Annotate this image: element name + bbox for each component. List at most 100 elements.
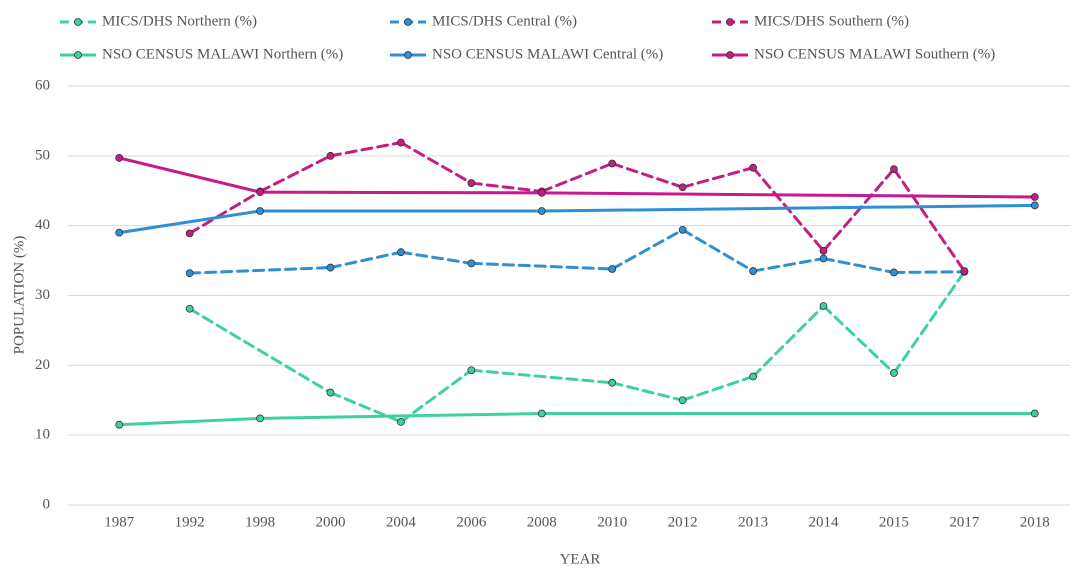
legend-marker xyxy=(74,18,82,26)
series-segment xyxy=(610,162,685,189)
data-point xyxy=(115,154,124,162)
series-segment xyxy=(751,304,825,379)
data-point xyxy=(678,225,687,234)
y-axis-label: POPULATION (%) xyxy=(11,236,27,355)
series-segment xyxy=(399,368,473,424)
x-tick-label: 2000 xyxy=(316,514,346,530)
data-point xyxy=(1030,193,1039,201)
series-segment xyxy=(892,167,966,273)
data-point xyxy=(890,369,898,377)
series-segment xyxy=(610,381,685,402)
data-point xyxy=(1030,409,1039,418)
legend-marker xyxy=(726,51,734,59)
data-point xyxy=(467,259,476,268)
data-point xyxy=(467,366,476,375)
x-axis-label: YEAR xyxy=(560,551,601,567)
series-segment xyxy=(258,412,544,420)
x-tick-label: 1998 xyxy=(245,514,275,530)
data-point xyxy=(749,267,757,275)
y-tick-label: 0 xyxy=(43,496,51,512)
series-segment xyxy=(610,228,685,271)
series-segment xyxy=(681,166,755,189)
x-tick-label: 1987 xyxy=(104,514,135,530)
series-segment xyxy=(822,167,896,253)
data-point xyxy=(467,179,476,187)
series-segment xyxy=(188,266,332,275)
data-point xyxy=(608,159,617,168)
x-tick-label: 2017 xyxy=(949,514,980,530)
series-segment xyxy=(892,270,966,274)
legend-marker xyxy=(726,18,734,26)
data-point xyxy=(890,268,898,277)
data-point xyxy=(326,388,335,397)
series-segment xyxy=(399,250,473,265)
x-tick-label: 2008 xyxy=(527,514,557,530)
data-point xyxy=(326,151,335,160)
data-point xyxy=(256,207,264,215)
x-tick-label: 2018 xyxy=(1020,514,1050,530)
series-segment xyxy=(117,156,262,194)
x-tick-label: 2006 xyxy=(456,514,487,530)
data-point xyxy=(537,409,546,418)
data-point xyxy=(397,138,405,147)
series-segment xyxy=(540,191,1037,199)
data-point xyxy=(256,188,264,197)
y-tick-label: 10 xyxy=(35,427,50,443)
data-point xyxy=(819,246,828,255)
y-tick-label: 50 xyxy=(35,147,50,163)
series-segment xyxy=(892,270,966,375)
data-point xyxy=(890,165,898,174)
legend-marker xyxy=(404,18,412,26)
data-point xyxy=(115,420,124,429)
data-point xyxy=(537,188,546,197)
x-tick-label: 2013 xyxy=(738,514,768,530)
legend-label: NSO CENSUS MALAWI Southern (%) xyxy=(754,46,995,62)
data-point xyxy=(819,302,828,310)
x-tick-label: 2012 xyxy=(668,514,698,530)
series-segment xyxy=(469,181,544,193)
data-point xyxy=(185,229,194,238)
series-segment xyxy=(822,304,896,375)
data-point xyxy=(819,254,828,263)
legend-label: MICS/DHS Central (%) xyxy=(432,13,577,29)
series-segment xyxy=(540,162,614,193)
x-tick-label: 2015 xyxy=(879,514,909,530)
data-point xyxy=(326,263,335,272)
series-segment xyxy=(329,141,403,158)
data-point xyxy=(678,396,687,405)
series-segment xyxy=(751,256,825,273)
data-point xyxy=(397,248,405,257)
series-segment xyxy=(258,190,544,195)
y-tick-label: 30 xyxy=(35,287,50,303)
series-segment xyxy=(469,261,614,271)
data-point xyxy=(678,183,687,192)
legend-marker xyxy=(404,51,412,59)
data-point xyxy=(749,372,757,381)
data-point xyxy=(256,414,264,423)
series-segment xyxy=(117,416,262,427)
x-tick-label: 1992 xyxy=(175,514,205,530)
legend-label: MICS/DHS Southern (%) xyxy=(754,13,909,29)
data-point xyxy=(608,378,617,387)
series-segment xyxy=(399,141,473,185)
series-segment xyxy=(822,256,896,274)
series-segment xyxy=(469,368,614,385)
data-point xyxy=(115,228,124,237)
series-segment xyxy=(681,228,755,273)
legend-label: MICS/DHS Northern (%) xyxy=(102,13,257,29)
data-point xyxy=(537,207,546,215)
data-point xyxy=(749,163,757,172)
data-point xyxy=(960,267,969,275)
x-tick-label: 2014 xyxy=(809,514,840,530)
legend-marker xyxy=(74,51,82,59)
data-point xyxy=(397,417,405,426)
data-point xyxy=(185,304,194,313)
x-tick-label: 2004 xyxy=(386,514,417,530)
series-segment xyxy=(188,189,262,235)
data-point xyxy=(185,269,194,278)
legend-label: NSO CENSUS MALAWI Northern (%) xyxy=(102,46,343,62)
y-tick-label: 60 xyxy=(35,77,50,93)
series-segment xyxy=(540,203,1037,213)
